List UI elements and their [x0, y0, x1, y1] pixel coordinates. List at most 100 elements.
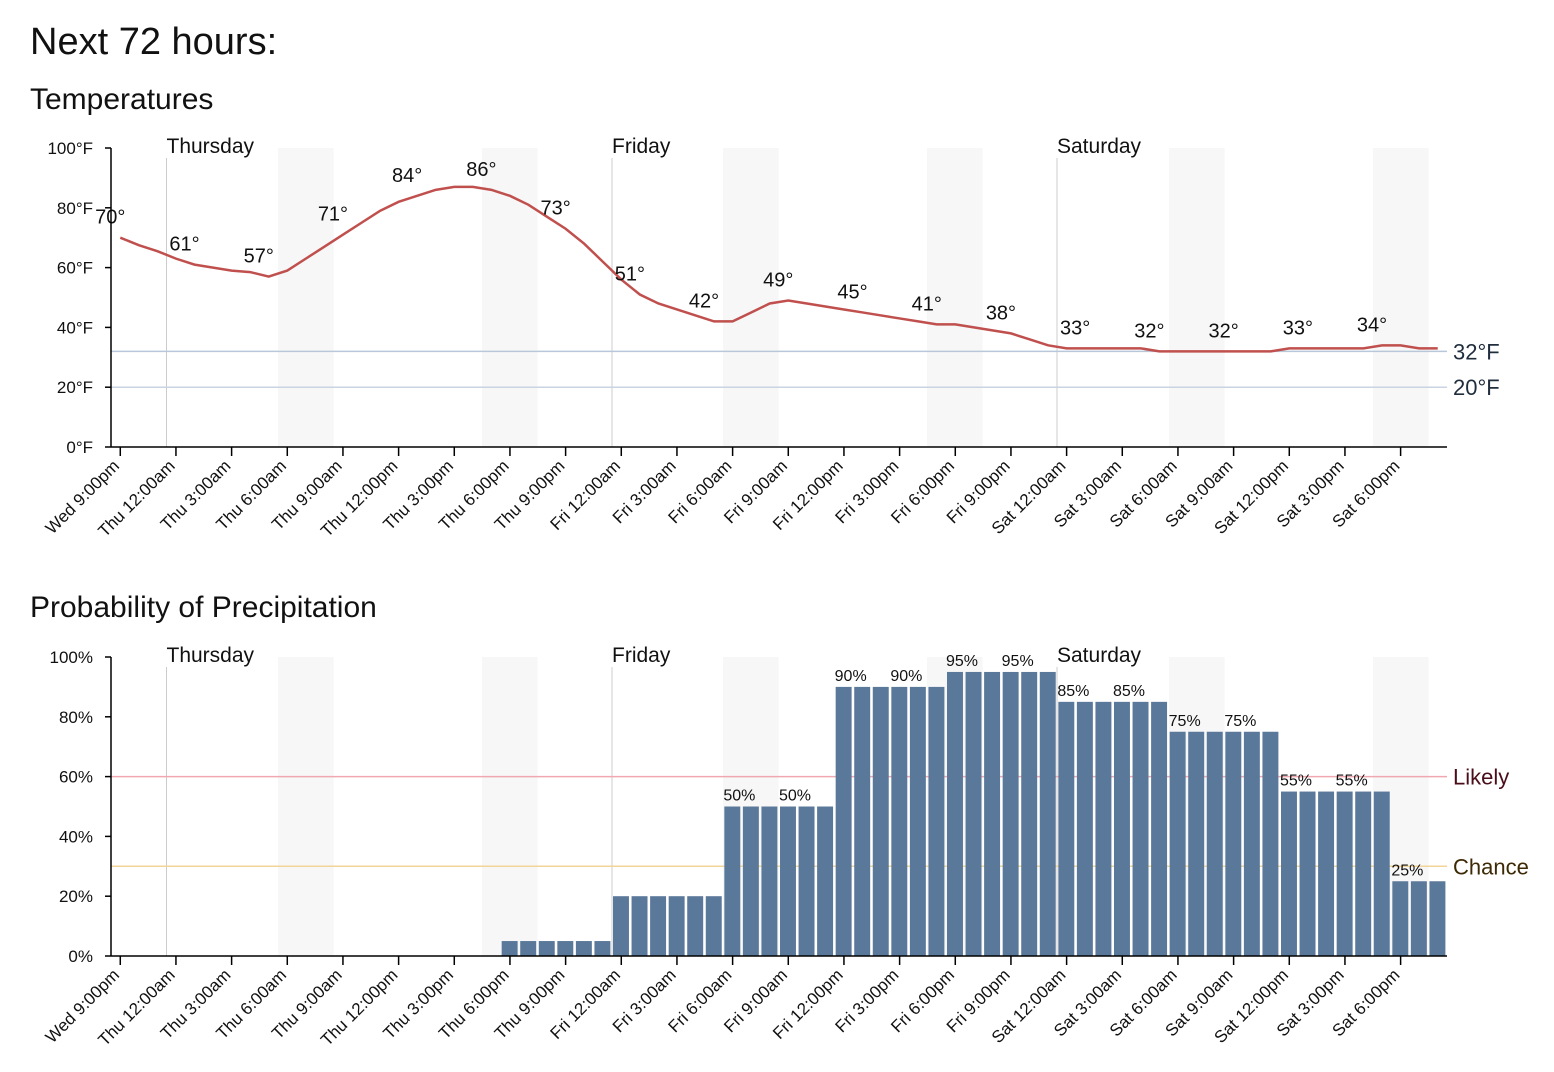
- data-label: 75%: [1169, 713, 1201, 730]
- chart-title: Temperatures: [30, 83, 213, 116]
- y-tick-label: 0%: [68, 947, 93, 966]
- y-tick-label: 80°F: [57, 199, 93, 218]
- bar: [854, 686, 871, 956]
- data-label: 90%: [835, 668, 867, 685]
- data-label: 50%: [779, 788, 811, 805]
- y-tick-label: 60%: [59, 768, 93, 787]
- bar: [742, 806, 759, 956]
- bar: [1225, 731, 1242, 956]
- bar: [1262, 731, 1279, 956]
- data-label: 61°: [169, 234, 199, 256]
- bar: [724, 806, 741, 956]
- night-shade: [482, 657, 538, 956]
- bar: [1299, 791, 1316, 956]
- chart-title: Probability of Precipitation: [30, 591, 377, 624]
- y-tick-label: 60°F: [57, 259, 93, 278]
- data-label: 55%: [1336, 773, 1368, 790]
- bar: [965, 671, 982, 956]
- data-label: 50%: [723, 788, 755, 805]
- bar: [1058, 701, 1075, 956]
- bar: [909, 686, 926, 956]
- y-tick-label: 100°F: [47, 139, 93, 158]
- reference-label: 32°F: [1453, 339, 1500, 364]
- data-label: 38°: [986, 302, 1016, 324]
- night-shade: [278, 657, 334, 956]
- bar: [835, 686, 852, 956]
- bar: [761, 806, 778, 956]
- data-label: 42°: [689, 290, 719, 312]
- day-label: Saturday: [1057, 135, 1142, 158]
- data-label: 73°: [540, 198, 570, 220]
- bar: [984, 671, 1001, 956]
- y-tick-label: 20°F: [57, 378, 93, 397]
- data-label: 34°: [1357, 314, 1387, 336]
- page-title: Next 72 hours:: [30, 21, 277, 63]
- bar: [1243, 731, 1260, 956]
- reference-label: Chance: [1453, 854, 1529, 879]
- bar: [575, 941, 592, 956]
- bar: [1429, 881, 1446, 956]
- bar: [1336, 791, 1353, 956]
- data-label: 86°: [466, 159, 496, 181]
- data-label: 75%: [1224, 713, 1256, 730]
- bar: [947, 671, 963, 956]
- y-tick-label: 40°F: [57, 318, 93, 337]
- bar: [1206, 731, 1223, 956]
- bar: [1132, 701, 1149, 956]
- data-label: 51°: [615, 264, 645, 286]
- data-label: 95%: [1002, 653, 1034, 670]
- bar: [650, 896, 667, 956]
- day-label: Saturday: [1057, 644, 1142, 667]
- bar: [631, 896, 648, 956]
- bar: [1410, 881, 1427, 956]
- data-label: 95%: [946, 653, 978, 670]
- bar: [872, 686, 889, 956]
- bar: [780, 806, 796, 956]
- data-label: 57°: [244, 246, 274, 268]
- bar: [1151, 701, 1168, 956]
- y-tick-label: 100%: [50, 648, 93, 667]
- data-label: 49°: [763, 269, 793, 291]
- data-label: 84°: [392, 165, 422, 187]
- bar: [1076, 701, 1093, 956]
- bar: [817, 806, 834, 956]
- night-shade: [723, 148, 779, 447]
- day-label: Thursday: [167, 135, 255, 158]
- bar: [705, 896, 722, 956]
- bar: [1188, 731, 1205, 956]
- bar: [1021, 671, 1038, 956]
- day-label: Thursday: [167, 644, 255, 667]
- night-shade: [1373, 148, 1429, 447]
- data-label: 33°: [1283, 317, 1313, 339]
- bar: [538, 941, 555, 956]
- y-tick-label: 20%: [59, 887, 93, 906]
- reference-label: Likely: [1453, 765, 1509, 790]
- bar: [798, 806, 815, 956]
- bar: [1373, 791, 1390, 956]
- bar: [1318, 791, 1335, 956]
- bar: [687, 896, 704, 956]
- data-label: 45°: [837, 281, 867, 303]
- data-label: 41°: [912, 293, 942, 315]
- reference-label: 20°F: [1453, 375, 1500, 400]
- bar: [668, 896, 685, 956]
- data-label: 25%: [1391, 862, 1423, 879]
- bar: [1392, 881, 1409, 956]
- y-tick-label: 40%: [59, 827, 93, 846]
- data-label: 33°: [1060, 317, 1090, 339]
- data-label: 71°: [318, 204, 348, 226]
- night-shade: [482, 148, 538, 447]
- bar: [557, 941, 574, 956]
- y-tick-label: 80%: [59, 708, 93, 727]
- bar: [1169, 731, 1186, 956]
- data-label: 32°: [1134, 320, 1164, 342]
- data-label: 32°: [1208, 320, 1238, 342]
- night-shade: [1169, 148, 1225, 447]
- temperature-line: [119, 185, 1438, 353]
- bar: [1281, 791, 1297, 956]
- y-tick-label: 0°F: [66, 438, 93, 457]
- bar: [1002, 671, 1019, 956]
- data-label: 90%: [890, 668, 922, 685]
- day-label: Friday: [612, 135, 671, 158]
